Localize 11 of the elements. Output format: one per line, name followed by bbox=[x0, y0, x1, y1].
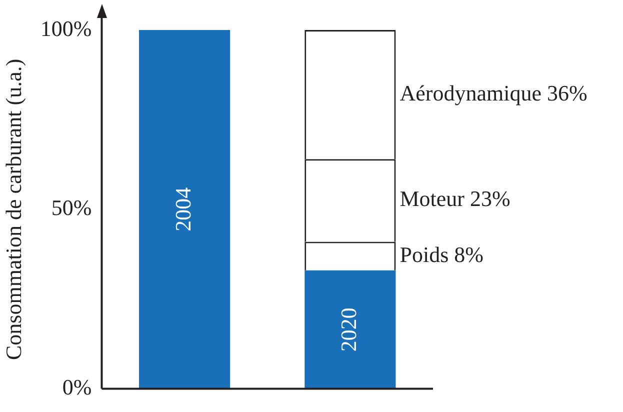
bar bbox=[304, 270, 396, 389]
y-tick-label: 0% bbox=[62, 374, 92, 400]
annotation: Poids 8% bbox=[400, 242, 484, 267]
annotation: Moteur 23% bbox=[400, 186, 510, 212]
annotation: Aérodynamique 36% bbox=[400, 80, 588, 106]
x-tick-label: 2020 bbox=[336, 308, 361, 352]
bar bbox=[138, 30, 230, 389]
y-axis-title: Consommation de carburant (u.a.) bbox=[0, 58, 26, 360]
x-tick-label: 2004 bbox=[170, 187, 196, 232]
y-tick-label: 50% bbox=[51, 195, 92, 220]
y-tick-label: 100% bbox=[40, 16, 92, 41]
